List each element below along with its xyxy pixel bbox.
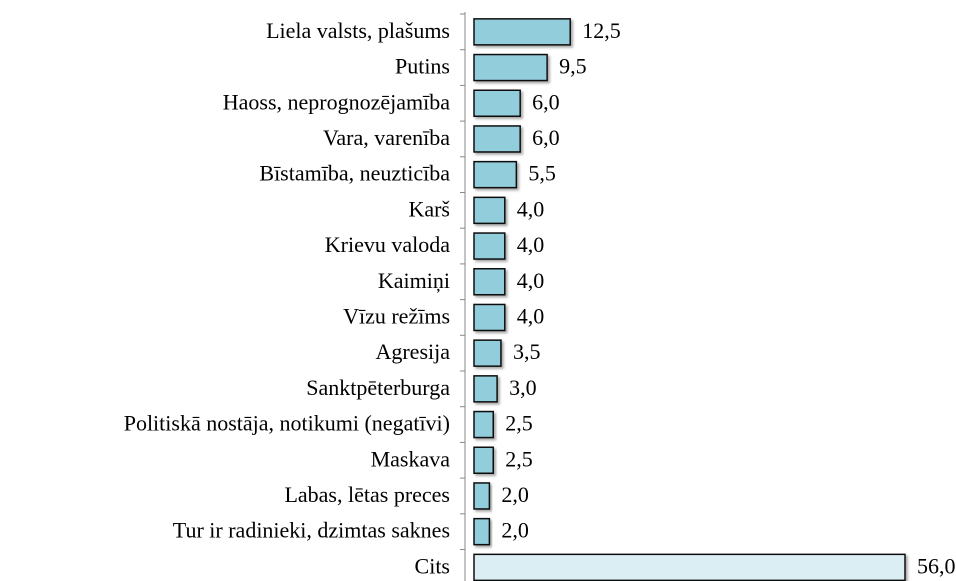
- bar: [473, 517, 491, 546]
- category-label: Vīzu režīms: [343, 303, 450, 328]
- value-label: 9,5: [559, 54, 587, 79]
- category-label: Kaimiņi: [378, 268, 450, 293]
- value-label: 4,0: [517, 196, 545, 221]
- value-label: 3,5: [513, 339, 541, 364]
- bar: [473, 125, 521, 153]
- bar: [473, 160, 518, 189]
- value-label: 2,0: [501, 518, 528, 543]
- bar: [473, 446, 494, 474]
- value-label: 3,0: [509, 375, 537, 400]
- category-label: Labas, lētas preces: [284, 482, 450, 507]
- category-label: Bīstamība, neuzticība: [259, 161, 450, 186]
- category-label: Tur ir radinieki, dzimtas saknes: [173, 518, 450, 543]
- category-label: Agresija: [375, 339, 450, 364]
- category-label: Putins: [395, 54, 450, 79]
- category-label: Karš: [408, 196, 450, 221]
- bar: [473, 339, 502, 367]
- value-label: 4,0: [517, 232, 545, 257]
- value-label: 6,0: [532, 125, 560, 150]
- bar: [473, 482, 491, 510]
- category-label: Krievu valoda: [325, 232, 450, 257]
- category-label: Vara, varenība: [323, 125, 450, 150]
- bar: [473, 53, 548, 82]
- value-label: 4,0: [517, 303, 545, 328]
- value-label: 12,5: [582, 18, 621, 43]
- category-label: Haoss, neprognozējamība: [223, 89, 450, 114]
- category-label: Maskava: [371, 446, 451, 471]
- bar: [473, 89, 521, 117]
- bar: [473, 553, 906, 581]
- bar: [473, 303, 506, 332]
- value-label: 2,5: [505, 446, 533, 471]
- bar: [473, 232, 506, 260]
- bar: [473, 268, 506, 296]
- bar: [473, 375, 498, 403]
- category-label: Sanktpēterburga: [306, 375, 450, 400]
- bar: [473, 18, 571, 46]
- category-label: Politiskā nostāja, notikumi (negatīvi): [124, 411, 450, 436]
- bar: [473, 410, 494, 439]
- value-label: 2,5: [505, 411, 533, 436]
- value-label: 4,0: [517, 268, 545, 293]
- category-label: Cits: [415, 553, 450, 578]
- category-label: Liela valsts, plašums: [266, 18, 450, 43]
- value-label: 6,0: [532, 89, 560, 114]
- value-label: 2,0: [501, 482, 528, 507]
- bar: [473, 196, 506, 225]
- value-label: 5,5: [528, 161, 556, 186]
- value-label: 56,0: [917, 553, 956, 578]
